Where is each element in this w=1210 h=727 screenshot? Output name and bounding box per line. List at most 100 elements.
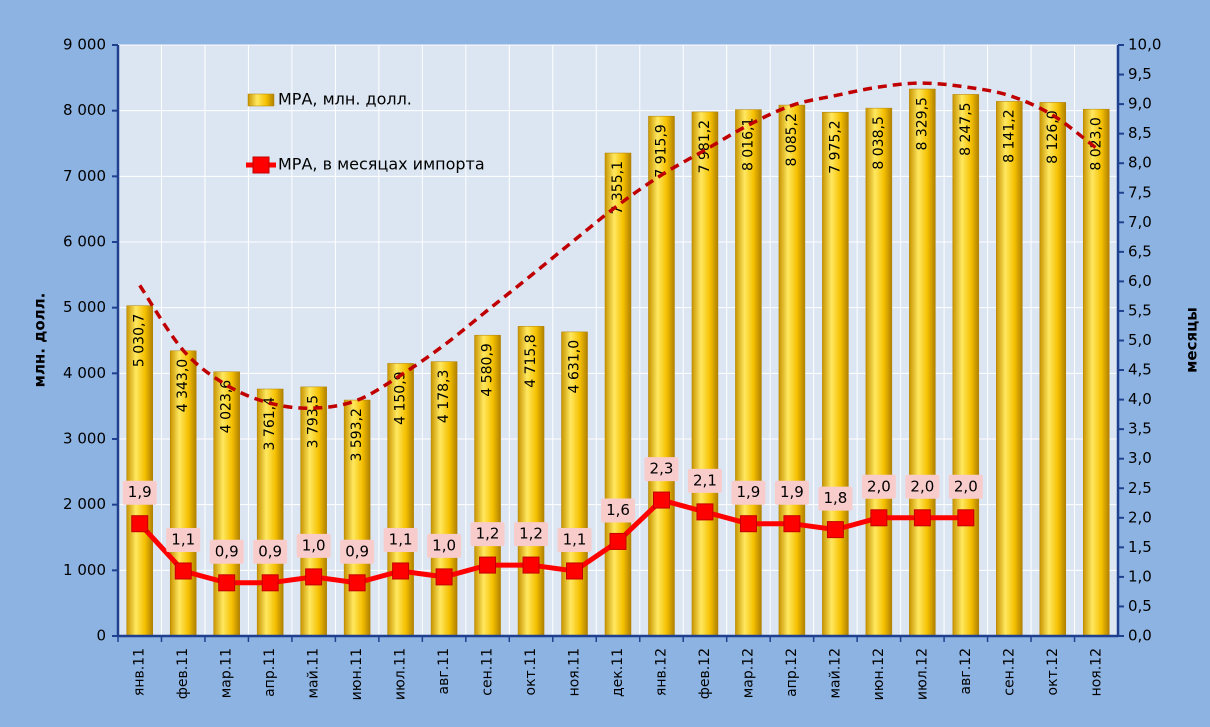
bar-value-label: 8 329,5: [914, 97, 930, 150]
line-value-label: 1,9: [780, 483, 804, 501]
bar: [822, 112, 849, 637]
line-marker: [696, 503, 714, 521]
y-tick-label: 0: [96, 627, 106, 645]
x-tick-label: фев.11: [175, 648, 191, 699]
bar: [169, 350, 197, 637]
x-tick-label: авг.12: [958, 648, 974, 694]
y2-tick-label: 3,0: [1128, 449, 1152, 467]
line-marker: [479, 556, 497, 574]
y-tick-label: 1 000: [63, 561, 106, 579]
value-label-box: [731, 480, 766, 505]
line-marker: [739, 515, 757, 533]
bar-value-label: 4 580,9: [480, 343, 496, 396]
bar: [1083, 108, 1110, 637]
bar: [604, 152, 632, 637]
bar-value-label: 3 761,4: [262, 397, 278, 451]
value-label-box: [861, 474, 896, 499]
bar: [300, 386, 327, 637]
bar-value-label: 3 793,5: [306, 395, 322, 448]
y2-tick-label: 7,0: [1128, 213, 1152, 231]
bar-value-label: 7 981,2: [697, 120, 713, 173]
line-marker: [261, 574, 279, 592]
bar: [735, 109, 762, 637]
line-value-label: 1,9: [128, 483, 152, 501]
line-value-label: 0,9: [258, 542, 282, 560]
bar-value-label: 8 016,1: [740, 118, 756, 171]
value-label-box: [122, 480, 157, 505]
y-tick-label: 7 000: [63, 167, 106, 185]
y2-tick-label: 4,5: [1128, 361, 1152, 379]
bar-value-label: 4 023,6: [219, 380, 235, 434]
bar-value-label: 8 085,2: [784, 113, 800, 166]
x-tick-label: май.12: [827, 648, 843, 699]
x-tick-label: июн.12: [871, 648, 887, 700]
bar: [430, 361, 458, 637]
line-value-label: 2,3: [650, 460, 674, 478]
x-tick-label: мар.11: [219, 648, 235, 698]
line-value-label: 1,0: [432, 536, 456, 554]
line-value-label: 1,0: [302, 536, 326, 554]
line-marker: [566, 562, 584, 580]
legend-swatch: [247, 93, 275, 107]
y2-tick-label: 7,5: [1128, 183, 1152, 201]
x-tick-label: янв.11: [132, 648, 148, 696]
bar: [996, 101, 1023, 637]
value-label-box: [209, 539, 244, 564]
line-marker: [131, 515, 149, 533]
line-value-label: 0,9: [215, 542, 239, 560]
line-marker: [305, 568, 323, 586]
value-label-box: [470, 522, 505, 547]
line-value-label: 2,0: [910, 477, 934, 495]
line-value-label: 1,1: [171, 530, 195, 548]
line-value-label: 1,9: [737, 483, 761, 501]
y2-axis-title: месяцы: [1183, 307, 1201, 373]
y2-tick-label: 0,5: [1128, 597, 1152, 615]
value-label-box: [383, 527, 418, 552]
x-tick-label: мар.12: [740, 648, 756, 698]
x-tick-label: ноя.11: [567, 648, 583, 696]
line-marker: [957, 509, 975, 527]
bar: [648, 115, 675, 637]
x-tick-label: июл.11: [393, 648, 409, 700]
bar-value-label: 8 126,0: [1045, 110, 1061, 163]
x-tick-label: апр.12: [784, 648, 800, 697]
bar: [1039, 102, 1067, 637]
bar-value-label: 4 150,9: [393, 371, 409, 424]
line-value-label: 2,0: [867, 477, 891, 495]
y2-tick-label: 4,0: [1128, 390, 1152, 408]
bar-value-label: 4 343,0: [175, 359, 191, 412]
y2-tick-label: 8,5: [1128, 124, 1152, 142]
bar: [691, 111, 719, 637]
y2-tick-label: 5,5: [1128, 301, 1152, 319]
x-tick-label: окт.12: [1045, 648, 1061, 695]
bar-value-label: 8 023,0: [1088, 117, 1104, 170]
value-label-box: [514, 522, 549, 547]
bar: [865, 107, 893, 637]
y2-tick-label: 10,0: [1128, 36, 1161, 54]
value-label-box: [557, 527, 592, 552]
line-marker: [870, 509, 888, 527]
line-value-label: 1,1: [563, 530, 587, 548]
y2-tick-label: 1,0: [1128, 567, 1152, 585]
value-label-box: [818, 486, 853, 511]
bar-value-label: 7 975,2: [827, 120, 843, 173]
y-tick-label: 2 000: [63, 495, 106, 513]
x-tick-label: янв.12: [653, 648, 669, 696]
line-value-label: 2,0: [954, 477, 978, 495]
line-marker: [652, 491, 670, 509]
bar: [387, 363, 414, 637]
x-tick-label: дек.11: [610, 648, 626, 697]
line-marker: [174, 562, 192, 580]
x-tick-label: сен.12: [1001, 648, 1017, 696]
value-label-box: [601, 498, 635, 523]
x-tick-label: ноя.12: [1088, 648, 1104, 696]
x-tick-label: апр.11: [262, 648, 278, 697]
value-label-box: [644, 457, 679, 482]
y2-tick-label: 3,5: [1128, 420, 1152, 438]
x-tick-label: июл.12: [914, 648, 930, 700]
value-label-box: [687, 468, 722, 493]
y2-tick-label: 0,0: [1128, 627, 1152, 645]
bar-value-label: 7 355,1: [610, 161, 626, 214]
